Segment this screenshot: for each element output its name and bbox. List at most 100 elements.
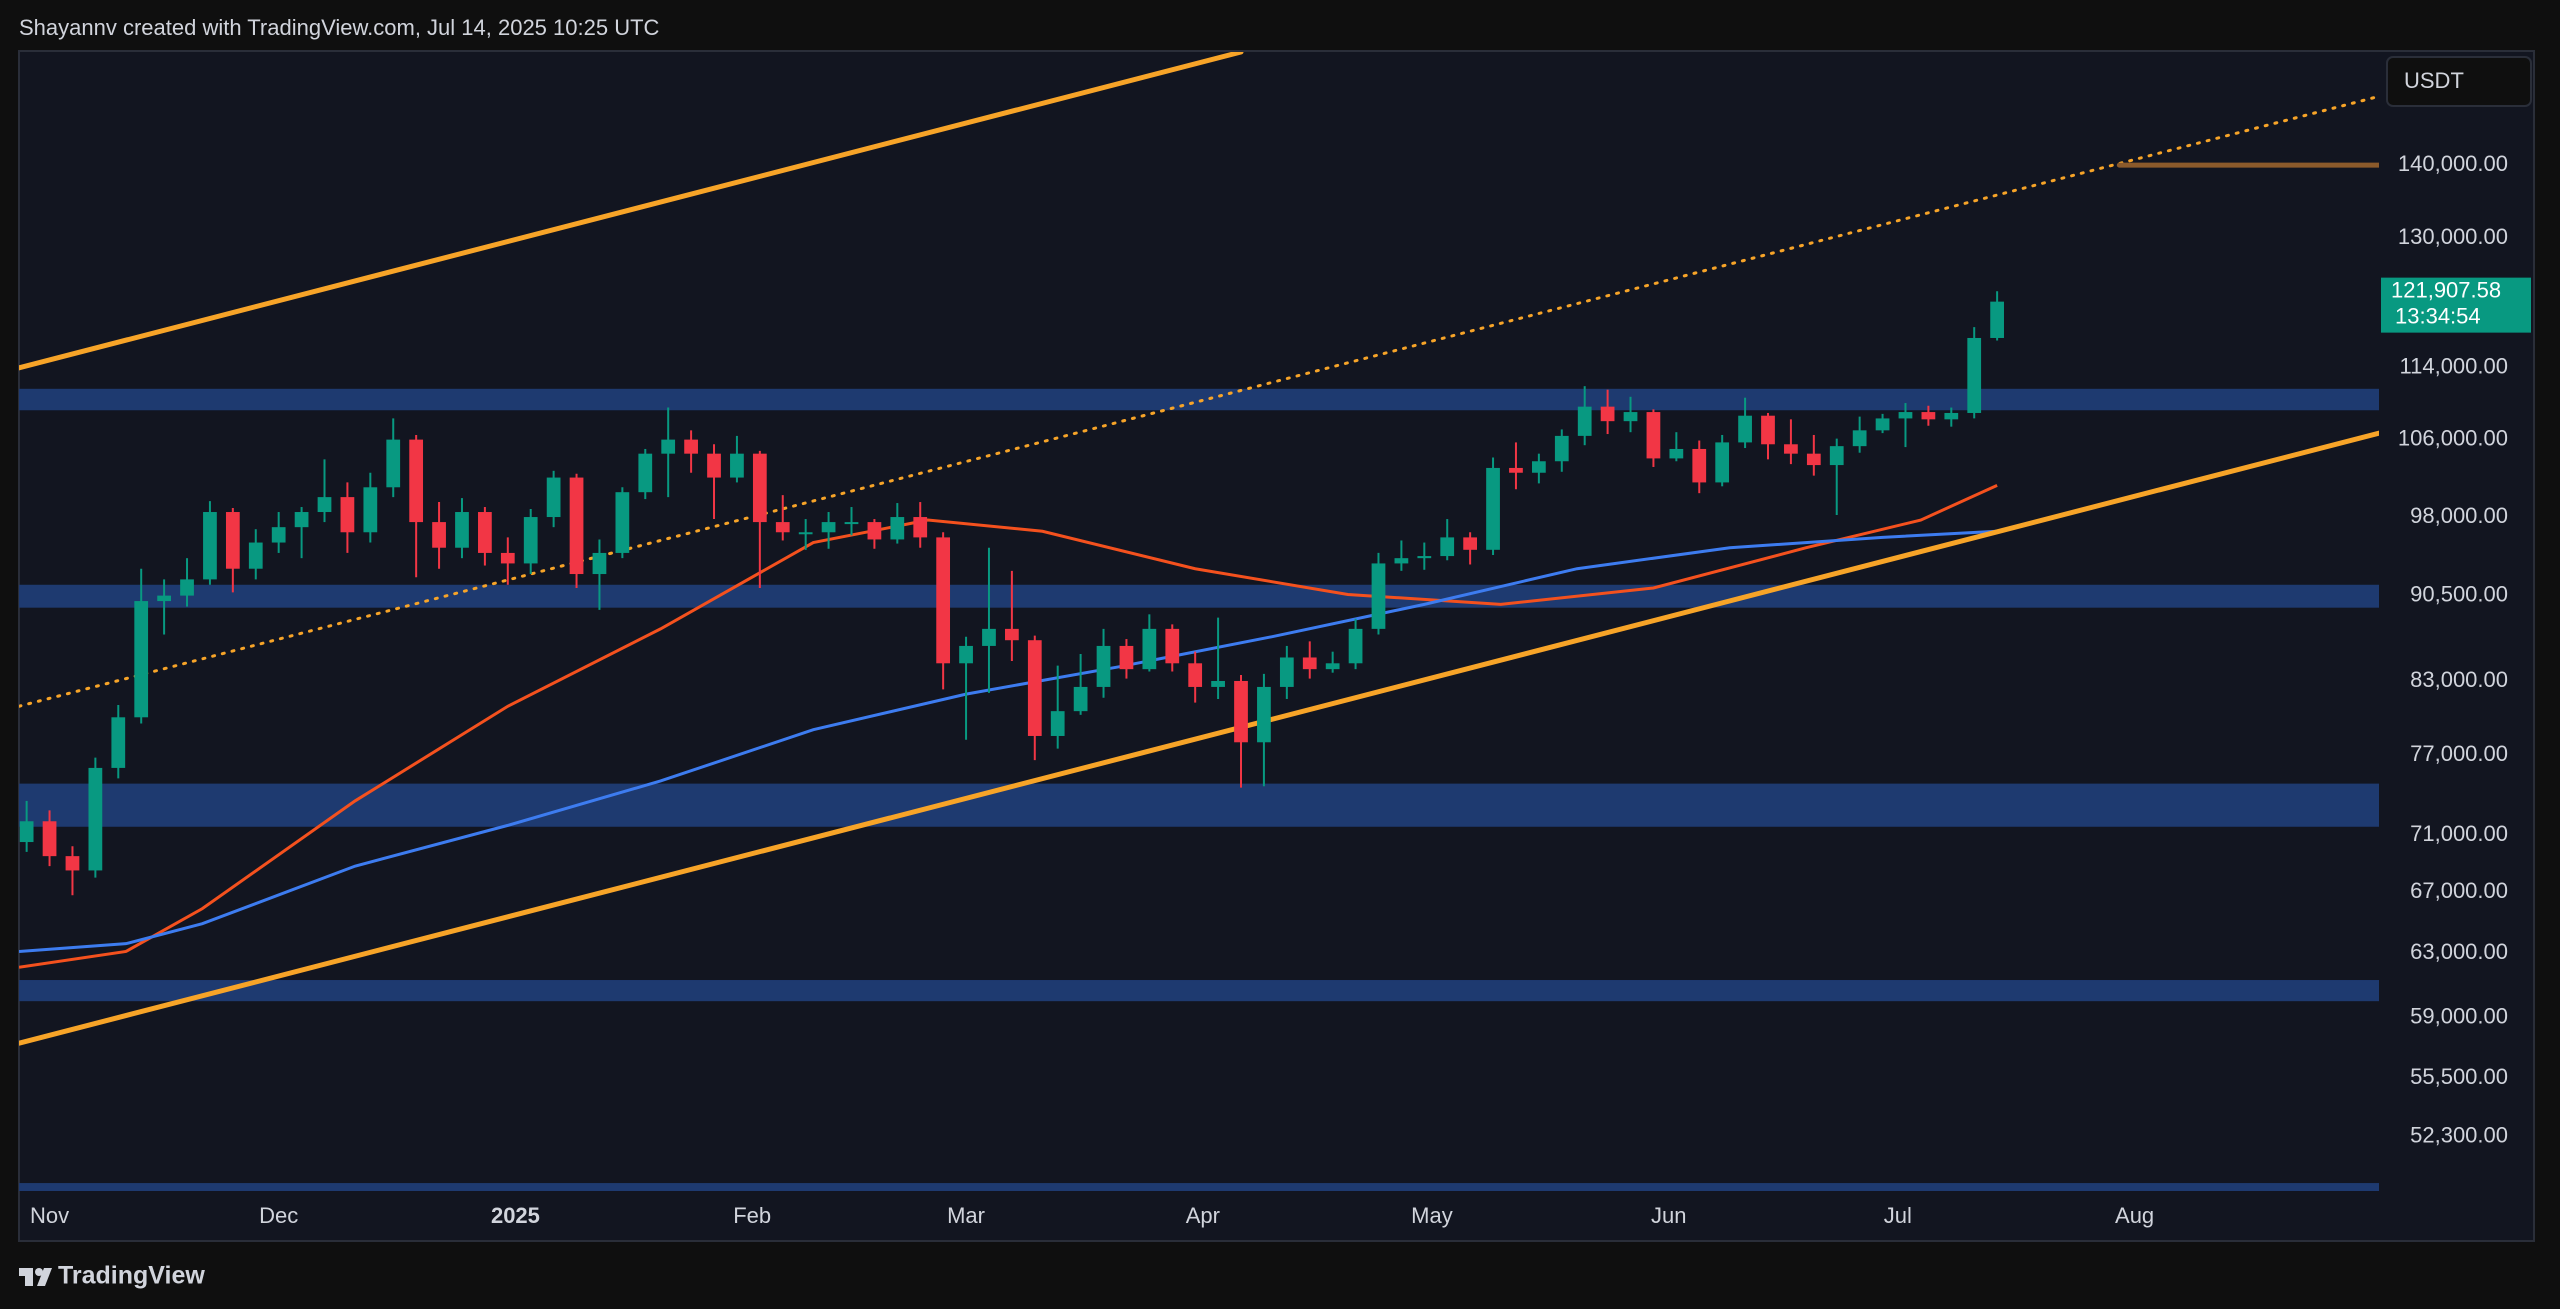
candle-body xyxy=(1257,686,1271,743)
y-tick-label: 63,000.00 xyxy=(2410,939,2508,964)
candle-body xyxy=(340,497,355,533)
currency[interactable]: USDT xyxy=(2404,68,2464,93)
candle-body xyxy=(432,522,446,548)
support-zone xyxy=(19,388,2379,411)
candle-body xyxy=(1531,461,1546,473)
candle-body xyxy=(615,492,630,553)
candle-body xyxy=(844,522,859,525)
candle-body xyxy=(1188,663,1203,687)
candle-body xyxy=(88,767,103,871)
x-tick-label: Nov xyxy=(30,1203,69,1228)
candle-body xyxy=(730,453,744,478)
candle-body xyxy=(225,512,240,569)
candle-body xyxy=(1715,442,1730,483)
y-tick-label: 90,500.00 xyxy=(2410,581,2508,606)
candle-body xyxy=(661,439,676,454)
candle-body xyxy=(294,512,309,528)
moving-average xyxy=(19,483,1998,969)
candle-body xyxy=(1073,686,1088,712)
support-zone xyxy=(19,783,2379,827)
candle-body xyxy=(982,628,996,646)
candle-body xyxy=(1005,628,1019,641)
candle-body xyxy=(592,552,607,575)
candle-body xyxy=(1738,415,1752,443)
candle-body xyxy=(1967,337,1982,413)
y-tick-label: 83,000.00 xyxy=(2410,667,2508,692)
y-tick-label: 59,000.00 xyxy=(2410,1004,2508,1029)
candle-body xyxy=(569,477,584,575)
candle-body xyxy=(1027,640,1042,736)
currency-box[interactable] xyxy=(2386,56,2532,107)
y-tick-label: 106,000.00 xyxy=(2398,425,2508,450)
x-tick-label: 2025 xyxy=(491,1203,540,1228)
candle-body xyxy=(1806,453,1821,466)
candle-body xyxy=(1302,657,1317,670)
y-tick-label: 71,000.00 xyxy=(2410,821,2508,846)
candle-body xyxy=(1944,412,1959,420)
candle-body xyxy=(1325,663,1340,670)
chart-frame xyxy=(18,50,2535,1242)
candle-body xyxy=(959,645,973,664)
attribution: Shayannv created with TradingView.com, J… xyxy=(19,15,660,40)
candle-body xyxy=(1761,415,1775,445)
candle-body xyxy=(271,527,286,543)
candle-body xyxy=(1348,628,1363,664)
y-tick-label: 77,000.00 xyxy=(2410,741,2508,766)
candle-body xyxy=(1440,537,1455,557)
candle-body xyxy=(1486,467,1500,550)
candle-body xyxy=(1211,680,1225,687)
plot-area xyxy=(19,52,2379,1192)
candle-body xyxy=(546,477,561,518)
candle-body xyxy=(1165,628,1180,664)
brand[interactable]: TradingView xyxy=(58,1262,205,1290)
candle-body xyxy=(1623,412,1638,422)
candle-body xyxy=(798,532,813,535)
candle-body xyxy=(1050,711,1065,736)
candle-body xyxy=(1600,406,1615,422)
candle-body xyxy=(317,497,332,513)
candle-body xyxy=(42,821,57,857)
y-tick-label: 98,000.00 xyxy=(2410,503,2508,528)
candle-body xyxy=(180,579,194,596)
candle-body xyxy=(1554,435,1569,462)
trend-line xyxy=(19,94,2379,708)
candle-body xyxy=(1096,645,1111,687)
candle-body xyxy=(1463,537,1478,550)
candle-body xyxy=(638,453,653,493)
candle-body xyxy=(500,552,515,564)
candle-body xyxy=(19,821,34,843)
candle-body xyxy=(455,512,469,548)
brand-logo[interactable] xyxy=(19,1268,52,1286)
candle-body xyxy=(936,537,951,664)
candle-body xyxy=(65,856,80,871)
trend-line xyxy=(19,52,1244,371)
candle-body xyxy=(775,522,790,533)
candle-body xyxy=(1875,418,1890,431)
candle-body xyxy=(111,717,126,768)
countdown: 13:34:54 xyxy=(2395,303,2481,328)
candle-body xyxy=(1119,645,1134,670)
candle-body xyxy=(478,512,492,553)
trend-line xyxy=(19,430,2379,1046)
candle-body xyxy=(1898,412,1913,419)
candle-body xyxy=(1692,448,1707,483)
candle-body xyxy=(1142,628,1157,670)
y-tick-label: 55,500.00 xyxy=(2410,1064,2508,1089)
x-tick-label: Dec xyxy=(259,1203,298,1228)
candle-body xyxy=(1852,430,1867,447)
candle-body xyxy=(386,439,401,488)
candle-body xyxy=(752,453,767,523)
x-tick-label: Apr xyxy=(1186,1203,1220,1228)
candle-body xyxy=(134,601,149,718)
last-price-box xyxy=(2381,277,2531,333)
candle-body xyxy=(248,542,263,569)
candle-body xyxy=(821,522,836,533)
candle-body xyxy=(1577,406,1592,436)
x-tick-label: Jun xyxy=(1651,1203,1686,1228)
candle-body xyxy=(913,517,928,538)
x-tick-label: May xyxy=(1411,1203,1453,1228)
candle-body xyxy=(1921,412,1936,420)
logo-part xyxy=(37,1268,52,1286)
support-zone xyxy=(19,980,2379,1002)
